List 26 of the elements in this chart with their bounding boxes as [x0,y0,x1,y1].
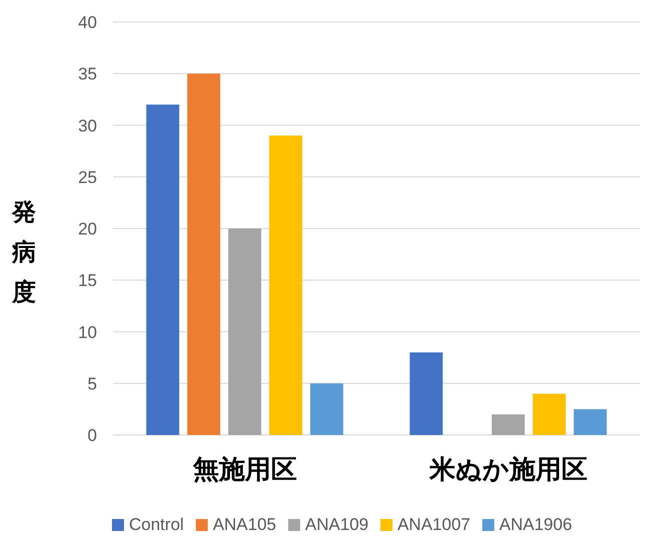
y-tick-label: 30 [78,116,97,136]
y-tick-label: 0 [88,426,97,445]
y-axis-title: 発病度 [11,199,36,306]
bar [146,104,180,435]
bar [269,136,302,435]
y-tick-label: 10 [78,322,97,342]
bar [574,409,607,435]
bar [532,394,566,435]
bar [410,352,443,435]
y-tick-label: 40 [78,13,97,32]
x-tick-label: 米ぬか施用区 [428,454,588,484]
y-tick-label: 35 [78,64,97,84]
y-tick-label: 15 [78,271,97,290]
bar [310,383,344,435]
x-tick-label: 無施用区 [192,454,297,484]
bar [187,74,220,435]
legend-label: ANA109 [305,515,368,534]
legend-label: ANA1007 [397,515,470,534]
y-tick-label: 20 [78,220,97,238]
legend-label: Control [129,515,184,534]
bar [228,228,262,435]
y-tick-label: 25 [78,168,97,187]
legend-label: ANA105 [212,515,276,534]
y-tick-label: 5 [88,374,97,394]
legend-label: ANA1906 [499,515,572,534]
bar [492,414,525,435]
